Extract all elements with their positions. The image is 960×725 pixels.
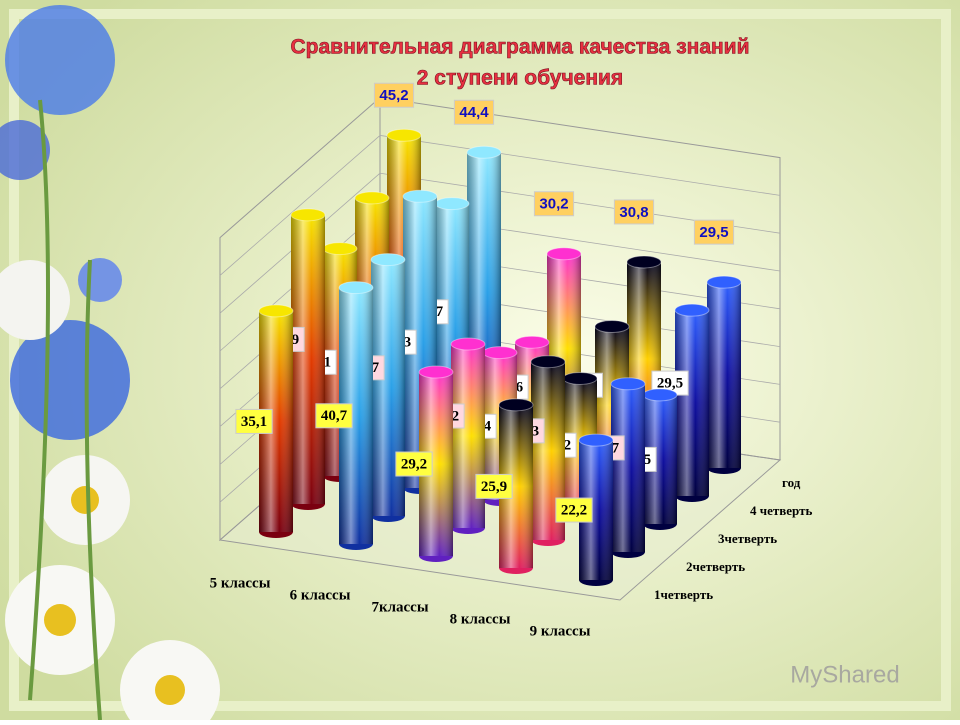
value-label-box — [373, 82, 415, 108]
cylinder-top — [562, 371, 598, 385]
cylinder-top — [418, 365, 454, 379]
cylinder-top — [434, 197, 470, 211]
cylinder-top — [322, 242, 358, 256]
value-label-box — [395, 451, 433, 477]
cylinder-top — [258, 304, 294, 318]
cylinder-top — [706, 275, 742, 289]
cylinder — [674, 303, 710, 502]
flowers — [0, 5, 220, 725]
value-label: 29,5 — [657, 376, 683, 392]
value-label: 25,9 — [481, 479, 507, 495]
bar-shade — [675, 310, 709, 496]
legend-label: 4 четверть — [750, 503, 812, 518]
cylinder-top — [498, 398, 534, 412]
cylinder-top — [642, 388, 678, 402]
value-label-box — [555, 497, 593, 523]
cylinder-top — [530, 355, 566, 369]
watermark: MyShared — [790, 661, 899, 688]
value-label-box — [315, 403, 353, 429]
bar-shade — [451, 344, 485, 528]
cylinder — [450, 337, 486, 534]
cylinder — [610, 377, 646, 558]
cylinder-top — [514, 335, 550, 349]
cylinder-top — [402, 189, 438, 203]
cylinder-top — [578, 433, 614, 447]
cylinder-top — [466, 145, 502, 159]
legend-label: год — [782, 475, 801, 490]
cylinder-top — [386, 128, 422, 142]
legend-label: 2четверть — [686, 559, 745, 574]
cylinder — [706, 275, 742, 474]
cylinder-top — [450, 337, 486, 351]
chart-subtitle: 2 ступени обучения — [417, 67, 623, 90]
chart-title: Сравнительная диаграмма качества знаний — [291, 36, 750, 59]
value-label: 44,4 — [459, 104, 489, 121]
value-label: 45,2 — [379, 87, 408, 104]
value-label-box — [235, 408, 273, 434]
cylinder-top — [546, 247, 582, 261]
cylinder-top — [610, 377, 646, 391]
bar-shade — [371, 259, 405, 516]
value-label: 40,7 — [321, 408, 348, 424]
value-label: 35,1 — [241, 414, 267, 430]
value-label-box — [613, 199, 655, 225]
cylinder-top — [626, 255, 662, 269]
cylinder-top — [338, 281, 374, 295]
x-tick-label: 5 классы — [210, 575, 271, 591]
cylinder — [578, 433, 614, 586]
value-label-box — [453, 99, 495, 125]
x-tick-label: 6 классы — [290, 587, 351, 603]
x-tick-label: 9 классы — [530, 623, 591, 639]
cylinder-top — [594, 320, 630, 333]
bar-shade — [611, 383, 645, 552]
bar-shade — [291, 214, 325, 504]
value-label-box — [693, 219, 735, 245]
value-label: 29,5 — [699, 224, 728, 241]
value-label: 30,2 — [539, 196, 568, 213]
value-label-box — [475, 473, 513, 499]
cylinder — [642, 388, 678, 530]
cylinder-top — [354, 191, 390, 205]
x-tick-label: 7классы — [371, 599, 428, 615]
x-tick-label: 8 классы — [450, 611, 511, 627]
cylinder-top — [370, 253, 406, 267]
legend-label: 1четверть — [654, 587, 713, 602]
legend-label: 3четверть — [718, 531, 777, 546]
value-label: 22,2 — [561, 503, 587, 519]
value-label: 30,8 — [619, 204, 648, 221]
wall-line — [219, 134, 781, 276]
bar-shade — [707, 282, 741, 468]
cylinder — [370, 253, 406, 522]
cylinder-top — [482, 346, 518, 360]
cylinder-top — [674, 303, 710, 317]
cylinder — [290, 208, 326, 510]
value-label: 29,2 — [401, 456, 427, 472]
cylinder-top — [290, 208, 326, 222]
value-label-box — [533, 191, 575, 217]
